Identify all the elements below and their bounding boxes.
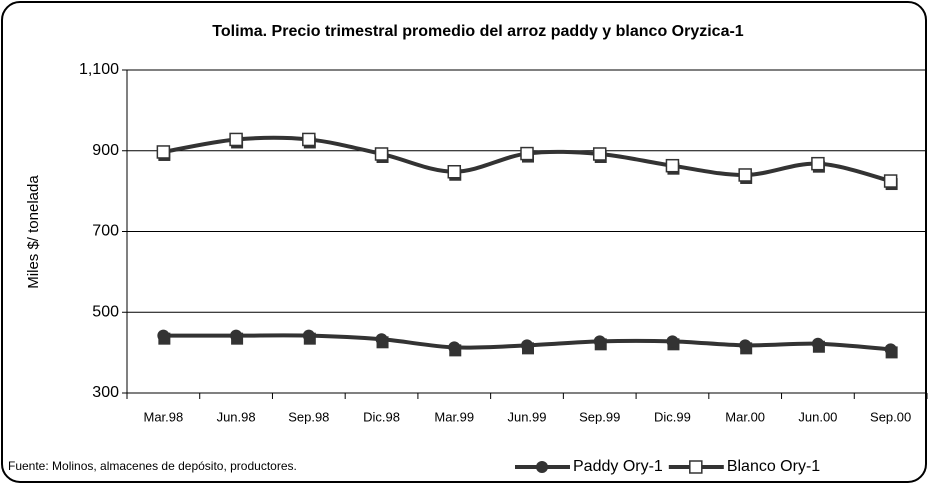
point: [157, 329, 170, 342]
x-tick-label: Jun.98: [217, 409, 256, 424]
point: [520, 146, 534, 161]
x-tick-label: Jun.99: [507, 409, 546, 424]
point: [302, 132, 316, 147]
point: [375, 333, 388, 346]
x-tick-label: Dic.98: [363, 409, 400, 424]
point: [374, 147, 389, 161]
x-tick-label: Mar.98: [143, 409, 183, 424]
point: [811, 337, 824, 350]
x-tick-label: Dic.99: [654, 409, 691, 424]
chart-title: Tolima. Precio trimestral promedio del a…: [212, 23, 744, 40]
point: [738, 168, 752, 182]
point: [521, 339, 533, 352]
point: [884, 343, 897, 356]
source: Fuente: Molinos, almacenes de depósito, …: [8, 459, 297, 473]
point: [230, 329, 243, 342]
point: [592, 147, 607, 161]
legend-label: Blanco Ory-1: [727, 458, 820, 475]
point: [811, 156, 825, 171]
point: [302, 329, 315, 342]
point: [156, 145, 171, 159]
x-tick-label: Mar.00: [725, 409, 765, 424]
point: [229, 132, 243, 147]
y-tick-label: 1,100: [79, 61, 119, 78]
point: [447, 164, 462, 179]
point: [448, 341, 461, 354]
y-tick-label: 700: [92, 223, 119, 240]
legend-marker: [689, 460, 703, 474]
x-tick-label: Sep.00: [870, 409, 911, 424]
legend-label: Paddy Ory-1: [573, 458, 663, 475]
y-tick-label: 500: [92, 303, 119, 320]
legend-marker: [536, 461, 548, 473]
point: [593, 335, 606, 348]
point: [883, 174, 898, 188]
x-tick-label: Sep.99: [579, 409, 620, 424]
y-axis-label: Miles $/ tonelada: [25, 175, 42, 289]
x-tick-label: Mar.99: [434, 409, 474, 424]
point: [666, 335, 679, 348]
x-tick-label: Jun.00: [798, 409, 837, 424]
x-tick-label: Sep.98: [288, 409, 329, 424]
point: [739, 339, 752, 352]
y-tick-label: 900: [92, 142, 119, 159]
y-tick-label: 300: [92, 384, 119, 401]
point: [665, 158, 680, 173]
